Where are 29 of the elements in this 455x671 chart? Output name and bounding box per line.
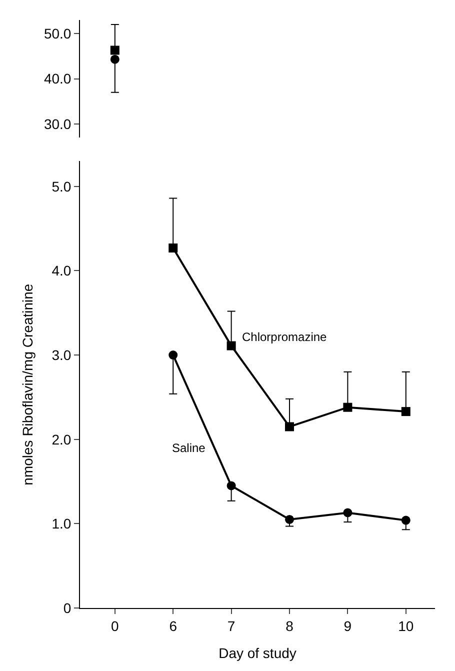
x-tick-label: 8	[286, 618, 294, 634]
point	[285, 422, 294, 432]
y-axis-title: nmoles Riboflavin/mg Creatinine	[19, 284, 36, 486]
y-tick-label: 3.0	[52, 346, 72, 363]
x-axis-title: Day of study	[218, 645, 296, 662]
series-label: Chlorpromazine	[242, 330, 328, 344]
point	[343, 402, 352, 412]
point	[285, 514, 294, 524]
x-tick-label: 9	[344, 618, 352, 634]
y-tick-label: 4.0	[52, 262, 72, 279]
y-tick-label: 50.0	[44, 25, 72, 42]
y-tick-label: 5.0	[52, 178, 72, 194]
y-tick-label: 30.0	[44, 116, 72, 132]
point	[226, 481, 236, 490]
x-tick-label: 10	[398, 618, 414, 634]
point	[168, 243, 178, 252]
y-tick-label: 0	[63, 600, 72, 616]
x-tick-label: 0	[111, 618, 120, 634]
y-tick-label: 1.0	[52, 516, 72, 532]
point	[401, 516, 410, 525]
x-tick-label: 7	[227, 618, 236, 634]
y-tick-label: 40.0	[44, 70, 72, 87]
y-tick-label: 2.0	[52, 431, 72, 448]
x-tick-label: 6	[169, 618, 178, 634]
point	[343, 508, 352, 518]
point	[168, 350, 178, 360]
series-label: Saline	[172, 441, 206, 455]
point	[226, 341, 236, 350]
point	[401, 407, 410, 416]
